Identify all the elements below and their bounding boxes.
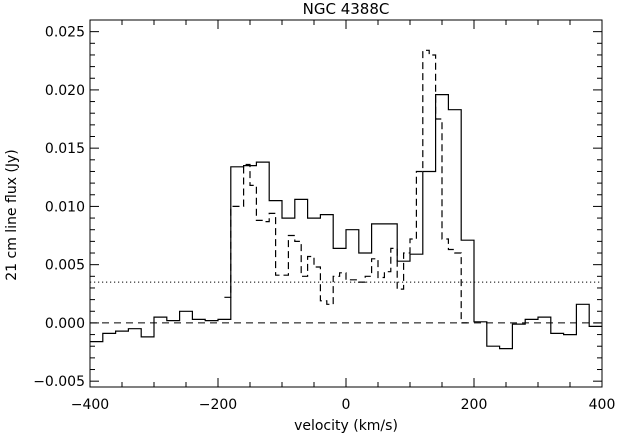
x-tick-label: 400 (589, 397, 616, 413)
y-tick-label: 0.015 (45, 141, 85, 157)
series-dashed (224, 49, 468, 324)
y-tick-label: −0.005 (33, 374, 85, 390)
y-axis-label: 21 cm line flux (Jy) (4, 149, 20, 281)
plot-layer (90, 49, 602, 350)
x-tick-label: 0 (342, 397, 351, 413)
x-tick-label: −200 (199, 397, 237, 413)
x-tick-label: 200 (461, 397, 488, 413)
y-tick-label: 0.000 (45, 316, 85, 332)
chart-title: NGC 4388C (303, 0, 390, 18)
x-axis-label: velocity (km/s) (294, 418, 398, 434)
y-tick-label: 0.005 (45, 258, 85, 274)
x-tick-label: −400 (71, 397, 109, 413)
plot-frame (89, 19, 603, 388)
axis-layer: −400 −200 0 200 400 −0.005 0.000 0.005 0.010 0.01… (33, 20, 615, 413)
y-tick-label: 0.025 (45, 25, 85, 41)
series-solid (90, 94, 602, 350)
y-tick-label: 0.020 (45, 83, 85, 99)
y-tick-label: 0.010 (45, 199, 85, 215)
